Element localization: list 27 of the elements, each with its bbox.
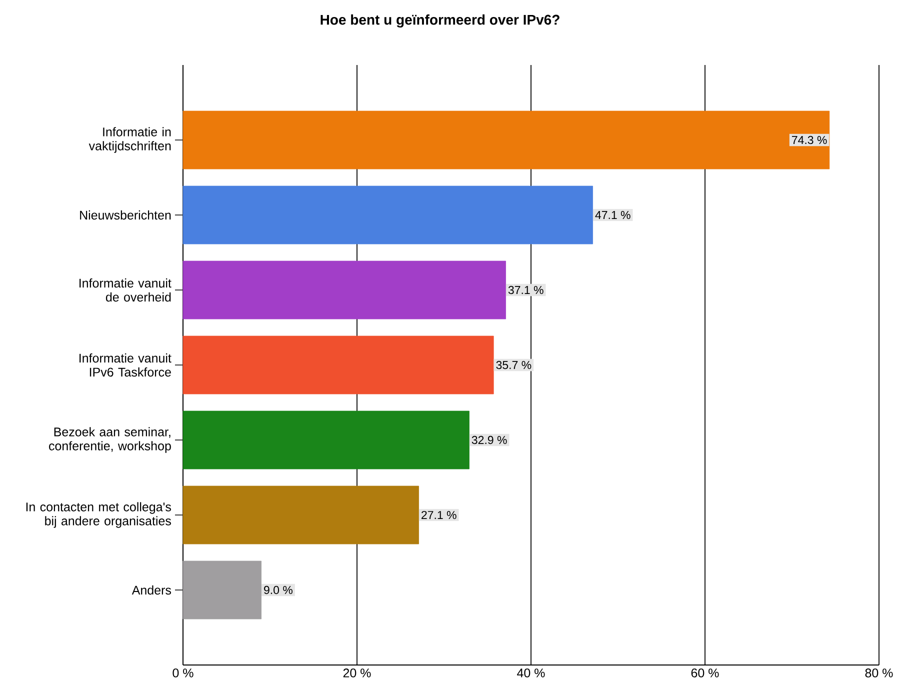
y-tick-label: Informatie vanuit IPv6 Taskforce [80,353,172,377]
bar [182,186,593,244]
x-tick-label: 0 % [172,668,194,678]
y-tick-label: Bezoek aan seminar, conferentie, workshop [49,427,171,453]
bar [182,260,506,320]
y-tick-label: Nieuwsberichten [80,210,171,220]
bar [182,486,419,544]
y-tick-label: Informatie in vaktijdschriften [88,127,171,153]
y-tick-label: In contacten met collega's bij andere organisaties [26,502,171,528]
bar [182,336,494,394]
data-label: 9.0 % [264,586,292,594]
x-tick-label: 80 % [865,668,893,678]
x-tick-label: 20 % [343,668,371,678]
x-tick-label: 40 % [517,668,545,678]
chart-title: Hoe bent u geïnformeerd over IPv6? [320,14,560,28]
bar [182,560,262,620]
bar [182,110,830,170]
data-label: 74.3 % [792,136,827,144]
y-tick-label: Informatie vanuit de overheid [80,278,172,302]
data-label: 47.1 % [595,210,630,220]
data-label: 27.1 % [422,510,456,520]
bar [182,410,470,470]
data-label: 35.7 % [496,360,532,370]
y-tick-label: Anders [132,585,172,595]
data-label: 32.9 % [472,436,507,444]
x-tick-label: 60 % [691,668,719,678]
data-label: 37.1 % [508,286,544,294]
